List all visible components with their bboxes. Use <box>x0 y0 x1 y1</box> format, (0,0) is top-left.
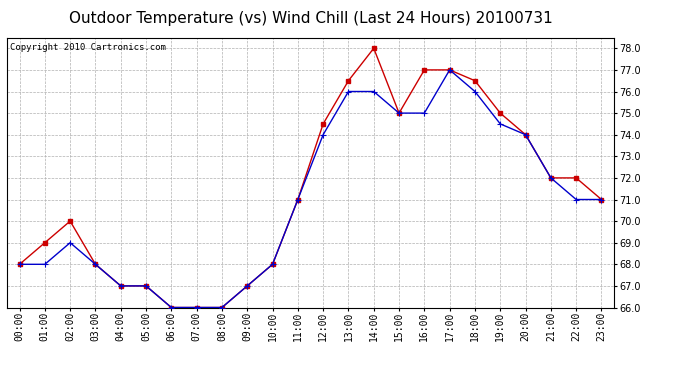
Text: Outdoor Temperature (vs) Wind Chill (Last 24 Hours) 20100731: Outdoor Temperature (vs) Wind Chill (Las… <box>68 11 553 26</box>
Text: Copyright 2010 Cartronics.com: Copyright 2010 Cartronics.com <box>10 43 166 52</box>
